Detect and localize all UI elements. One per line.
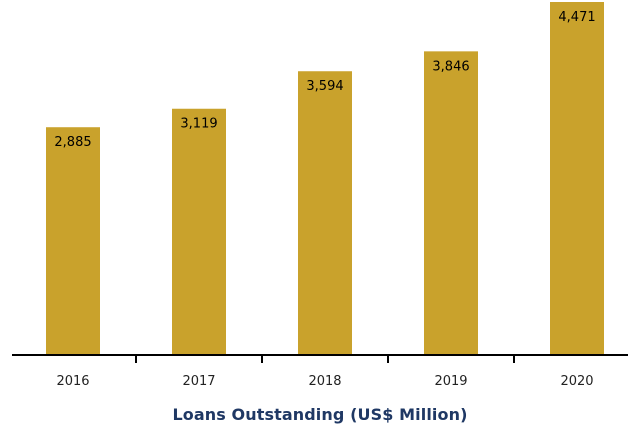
data-label-2017: 3,119 [180,117,217,132]
bar-chart: 2,885 2016 3,119 2017 3,594 2018 3,846 2019 4,47… [12,2,628,389]
data-label-2020: 4,471 [558,10,595,25]
data-label-2016: 2,885 [54,135,91,150]
x-tick-label-2016: 2016 [56,374,89,389]
x-tick-label-2018: 2018 [308,374,341,389]
chart-title: Loans Outstanding (US$ Million) [172,405,468,424]
x-tick-label-2019: 2019 [434,374,467,389]
x-tick-label-2017: 2017 [182,374,215,389]
bar-2018 [298,71,352,355]
data-label-2018: 3,594 [306,79,343,94]
bar-2020 [550,2,604,355]
bar-2016 [46,127,100,355]
x-tick-label-2020: 2020 [560,374,593,389]
bar-2019 [424,51,478,355]
data-label-2019: 3,846 [432,59,469,74]
bar-2017 [172,108,226,355]
